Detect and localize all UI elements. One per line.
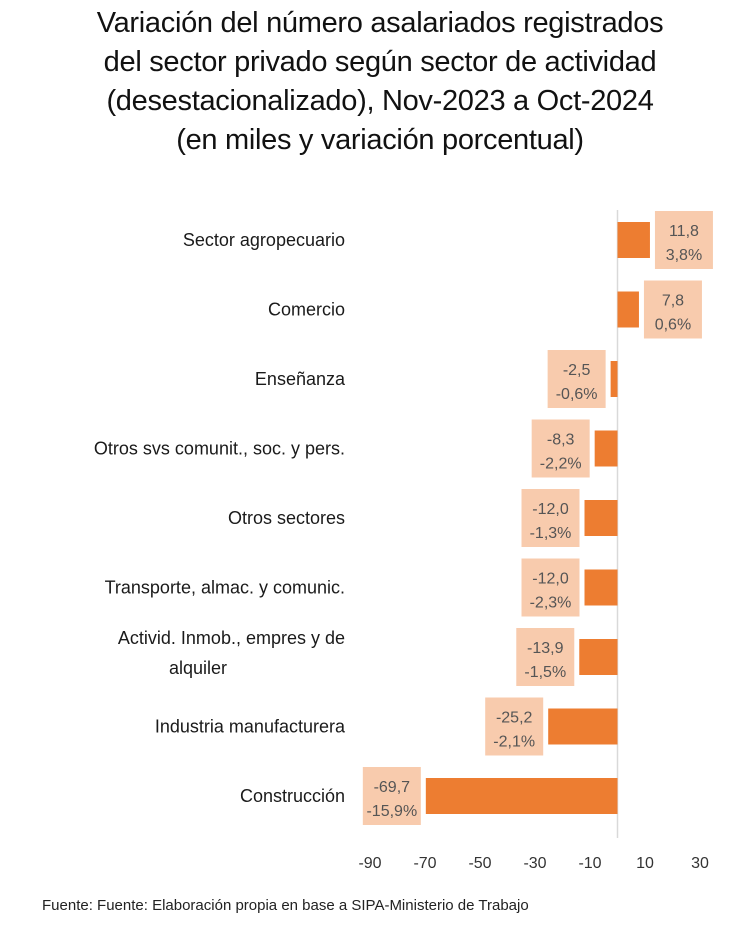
data-label-box (516, 628, 575, 686)
title-line-3: (desestacionalizado), Nov-2023 a Oct-202… (106, 85, 654, 117)
percent-label: 3,8% (666, 247, 702, 264)
bar (594, 430, 618, 467)
category-label: Industria manufacturera (155, 717, 346, 737)
category-label: Otros sectores (228, 508, 345, 528)
percent-label: 0,6% (655, 317, 691, 334)
x-tick-label: -50 (468, 855, 491, 872)
data-label-box (521, 489, 580, 547)
percent-label: -1,3% (530, 525, 572, 542)
category-label: Comercio (268, 300, 345, 320)
bar (584, 569, 618, 606)
x-tick-label: -30 (523, 855, 546, 872)
value-label: -13,9 (527, 640, 564, 657)
bar (425, 778, 618, 814)
percent-label: -1,5% (524, 664, 566, 681)
bar (617, 291, 639, 328)
title-line-1: Variación del número asalariados registr… (96, 7, 664, 39)
category-label: Enseñanza (255, 369, 346, 389)
value-label: -12,0 (532, 501, 569, 518)
x-tick-label: -90 (358, 855, 381, 872)
data-label-box (521, 558, 580, 617)
title-line-2: del sector privado según sector de activ… (103, 46, 657, 78)
value-label: -12,0 (532, 571, 569, 588)
value-label: 7,8 (662, 293, 684, 310)
bar (584, 500, 618, 536)
category-label: Sector agropecuario (183, 230, 345, 250)
category-label: Transporte, almac. y comunic. (105, 578, 345, 598)
value-label: 11,8 (669, 223, 699, 240)
title-line-4: (en miles y variación porcentual) (176, 124, 584, 156)
bar (548, 708, 618, 745)
percent-label: -2,3% (530, 595, 572, 612)
data-label-box (643, 280, 702, 339)
x-tick-label: 30 (691, 855, 709, 872)
percent-label: -0,6% (556, 386, 598, 403)
data-label-box (654, 211, 713, 269)
x-tick-label: -10 (578, 855, 601, 872)
percent-label: -15,9% (366, 803, 417, 820)
value-label: -2,5 (563, 362, 591, 379)
x-tick-label: -70 (413, 855, 436, 872)
value-label: -8,3 (547, 432, 575, 449)
data-label-box (362, 767, 421, 825)
value-label: -69,7 (374, 779, 411, 796)
x-tick-label: 10 (636, 855, 654, 872)
value-label: -25,2 (496, 710, 533, 727)
percent-label: -2,1% (493, 734, 535, 751)
data-label-box (531, 419, 590, 478)
category-label: Otros svs comunit., soc. y pers. (94, 439, 345, 459)
source-footnote: Fuente: Fuente: Elaboración propia en ba… (42, 897, 529, 914)
category-label: Construcción (240, 786, 345, 806)
bar (610, 361, 618, 397)
category-label: Activid. Inmob., empres y de (118, 628, 345, 648)
category-label: alquiler (169, 658, 227, 678)
percent-label: -2,2% (540, 456, 582, 473)
bar (579, 639, 618, 675)
data-label-box (547, 350, 606, 408)
data-label-box (485, 697, 544, 756)
chart-title: Variación del número asalariados registr… (30, 4, 730, 160)
bar (617, 222, 650, 258)
